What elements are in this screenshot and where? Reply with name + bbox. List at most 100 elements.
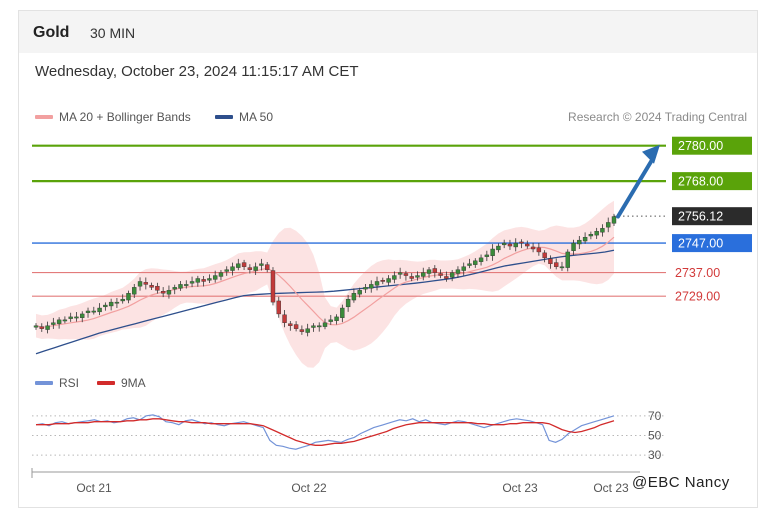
candle-body [415,275,420,278]
candle-body [108,301,114,307]
candle-body [409,276,414,279]
ma50-line [35,249,615,355]
candle-body [438,273,443,276]
current-price-tag [672,207,752,226]
candle-body [513,242,518,248]
ma20-swatch [35,115,53,119]
legend-rsi-label: RSI [59,376,80,390]
rsi-line [35,414,615,450]
watermark: @EBC Nancy [632,474,730,491]
candle-body [559,266,565,269]
candle-body [351,293,357,301]
candle-body [114,301,120,304]
rsi-tick-label: 50 [648,428,662,442]
candle-body [218,272,224,277]
support-blue-label: 2747.00 [678,237,723,251]
candle-body [542,252,547,259]
candle-body [340,307,345,318]
candle-body [236,263,241,268]
candle-body [444,276,449,279]
candle-body [577,239,582,245]
candle-body [224,269,229,272]
candle-body [178,284,183,289]
rsi-swatch [35,381,53,385]
candle-body [392,275,397,280]
legend-9ma: 9MA [97,376,146,390]
candle-body [432,268,438,273]
candle-body [189,281,195,284]
candle-body [473,260,478,265]
candle-body [426,269,432,274]
legend-ma50-label: MA 50 [239,110,274,124]
ma50-swatch [215,115,233,119]
candle-body [299,329,305,332]
candle-body [74,316,79,319]
candle-body [582,236,588,242]
time-tick-label: Oct 21 [76,481,112,495]
candle-body [496,245,501,251]
candle-body [536,247,542,253]
support-red-label: 2729.00 [675,290,720,304]
bollinger-band [36,200,614,368]
support-red-label: 2737.00 [675,266,720,280]
current-price-label: 2756.12 [678,210,723,224]
candle-body [565,251,570,268]
candle-body [455,269,461,274]
candle-body [247,267,253,270]
candle-body [594,231,599,236]
candle-body [421,272,426,277]
resistance-label: 2780.00 [678,139,723,153]
candle-body [143,282,149,285]
candle-body [478,257,484,262]
candle-body [525,243,530,247]
candle-body [507,243,513,247]
candle-body [253,266,258,271]
candle-body [530,246,536,250]
candle-body [317,325,322,328]
candle-body [380,280,385,282]
candle-body [449,272,455,278]
candle-body [276,300,281,315]
candle-body [328,319,333,322]
candle-body [132,287,137,295]
candle-body [97,307,102,313]
projection-arrow-shaft [616,154,656,219]
candle-body [311,325,316,328]
header-bar [19,11,757,53]
candle-body [501,242,507,246]
candle-body [374,281,380,286]
timestamp: Wednesday, October 23, 2024 11:15:17 AM … [35,63,359,80]
candle-body [293,324,299,329]
candle-body [571,242,576,251]
candle-body [126,293,131,301]
candle-body [51,322,56,325]
candle-body [184,284,189,286]
candle-body [230,266,235,271]
candle-body [265,264,270,270]
rsi-tick-label: 30 [648,448,662,462]
time-tick-label: Oct 23 [502,481,538,495]
candle-body [386,278,391,283]
time-tick-label: Oct 23 [593,481,629,495]
candle-body [160,291,166,294]
projection-arrow-head [642,144,660,164]
credit-text: Research © 2024 Trading Central [568,110,747,124]
candle-body [201,279,206,282]
interval-selector[interactable]: 30 MIN [90,25,136,41]
candle-body [137,281,143,287]
candle-body [606,222,611,228]
candle-body [345,298,351,308]
candle-body [369,284,374,289]
candle-body [397,272,403,275]
instrument-title: Gold [33,24,70,41]
candle-body [322,322,328,327]
candle-body [91,310,97,313]
candle-body [600,228,605,233]
candle-body [166,290,172,295]
legend-ma20: MA 20 + Bollinger Bands [35,110,191,124]
candle-body [33,325,39,328]
candle-body [363,287,368,290]
resistance-tag [672,136,752,155]
candle-body [172,287,177,290]
